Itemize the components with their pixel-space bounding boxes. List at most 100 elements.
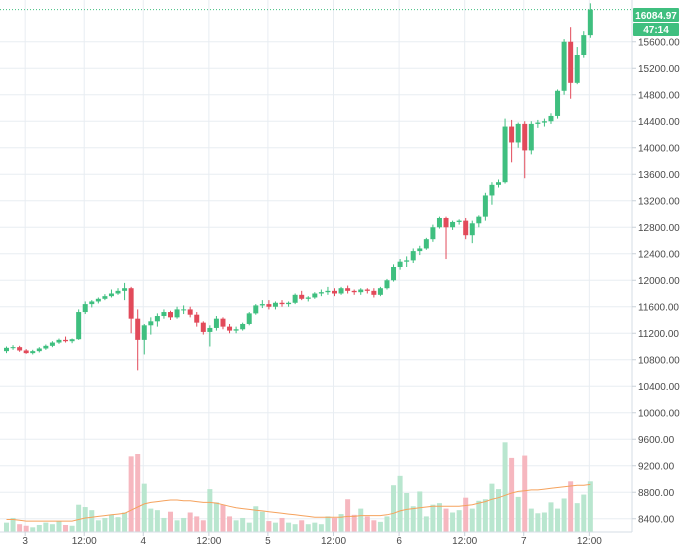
candle-body (82, 304, 88, 313)
candle-body (233, 329, 239, 331)
price-tick-label: 10000.00 (638, 408, 680, 419)
candle-body (246, 313, 252, 324)
candle-body (63, 339, 69, 342)
candle-body (423, 239, 429, 249)
candle (443, 216, 449, 260)
volume-bar (443, 508, 449, 532)
volume-bar (522, 455, 528, 532)
volume-bar (548, 502, 554, 532)
volume-bar (535, 513, 541, 532)
candle-body (299, 294, 305, 299)
volume-bar (515, 496, 521, 532)
candle (515, 122, 521, 148)
candle-body (56, 339, 62, 343)
price-tick-label: 11600.00 (638, 302, 679, 313)
candle (115, 288, 121, 295)
price-tick-label: 8400.00 (638, 514, 675, 525)
time-axis[interactable]: 3 12:00 4 12:00 5 12:00 6 12:00 7 12:00 (22, 532, 602, 546)
candle-countdown-label: 47:14 (643, 25, 669, 36)
candle-body (161, 312, 167, 317)
volume-bar (568, 481, 574, 532)
candle-body (279, 302, 285, 305)
candle-body (213, 318, 219, 328)
volume-bar (161, 517, 167, 532)
candle-body (168, 312, 173, 318)
candle (36, 347, 42, 353)
candle-body (522, 123, 528, 151)
candle-body (410, 251, 416, 261)
candle-body (108, 293, 114, 297)
candle (502, 118, 508, 184)
candle-body (17, 347, 23, 351)
volume-bar (574, 503, 580, 532)
candle-body (338, 288, 344, 294)
candlesticks (4, 3, 593, 371)
volume-bar (95, 520, 101, 532)
last-price-label: 16084.97 (635, 11, 677, 22)
candle-body (318, 292, 324, 294)
volume-bar (122, 512, 128, 532)
volume-bar (115, 517, 121, 532)
candle (338, 286, 344, 295)
volume-bar (102, 517, 108, 532)
candle (76, 309, 82, 340)
candle-body (555, 90, 561, 116)
candle-body (417, 248, 423, 252)
candle-body (194, 314, 200, 323)
price-tick-label: 13600.00 (638, 170, 680, 181)
price-axis[interactable]: 8400.00 8800.00 9200.00 9600.00 10000.00 1040… (632, 37, 680, 525)
candle (568, 27, 574, 99)
volume-bar (555, 508, 561, 532)
volume-bar (194, 516, 200, 532)
candle (463, 217, 469, 240)
volume-bar (410, 506, 416, 532)
candle (259, 300, 265, 309)
candle (587, 3, 593, 38)
candle-countdown-badge (633, 23, 679, 36)
volume-bar (482, 499, 488, 532)
volume-bar (49, 524, 55, 532)
candle (56, 338, 62, 344)
candle-body (377, 288, 383, 295)
candle (102, 294, 108, 301)
volume-bar (148, 508, 154, 532)
candle-body (312, 293, 318, 298)
candle (253, 304, 259, 315)
candle (10, 345, 16, 350)
volume-bar (56, 521, 62, 532)
volume-bar (496, 489, 501, 532)
candle-body (489, 184, 495, 196)
candle (174, 306, 180, 319)
candle (4, 346, 9, 354)
candle-body (371, 290, 377, 295)
volume-bar (358, 508, 364, 532)
volume-bar (135, 454, 141, 532)
volume-bar (338, 514, 344, 532)
candle-body (43, 345, 49, 349)
time-tick-label: 4 (140, 536, 146, 546)
candle (332, 288, 337, 297)
candle-body (404, 260, 410, 262)
candle (410, 248, 416, 264)
price-tick-label: 15600.00 (638, 37, 680, 48)
volume-bar (436, 503, 442, 532)
candle-body (456, 220, 462, 222)
volume-bar (141, 483, 147, 532)
candle (528, 121, 534, 155)
volume-bar (397, 475, 403, 532)
volume-bar (292, 524, 298, 532)
volume-bar (384, 516, 390, 532)
price-tick-label: 14000.00 (638, 143, 680, 154)
volume-bar (187, 512, 193, 532)
volume-bar (561, 498, 567, 532)
candle (279, 300, 285, 307)
volume-bar (69, 525, 75, 532)
candle (154, 313, 160, 327)
candle (535, 119, 541, 128)
candle (351, 289, 357, 295)
price-tick-label: 14800.00 (638, 90, 680, 101)
volume-bar (351, 514, 357, 532)
candle (207, 325, 213, 347)
price-tick-label: 12400.00 (638, 249, 680, 260)
